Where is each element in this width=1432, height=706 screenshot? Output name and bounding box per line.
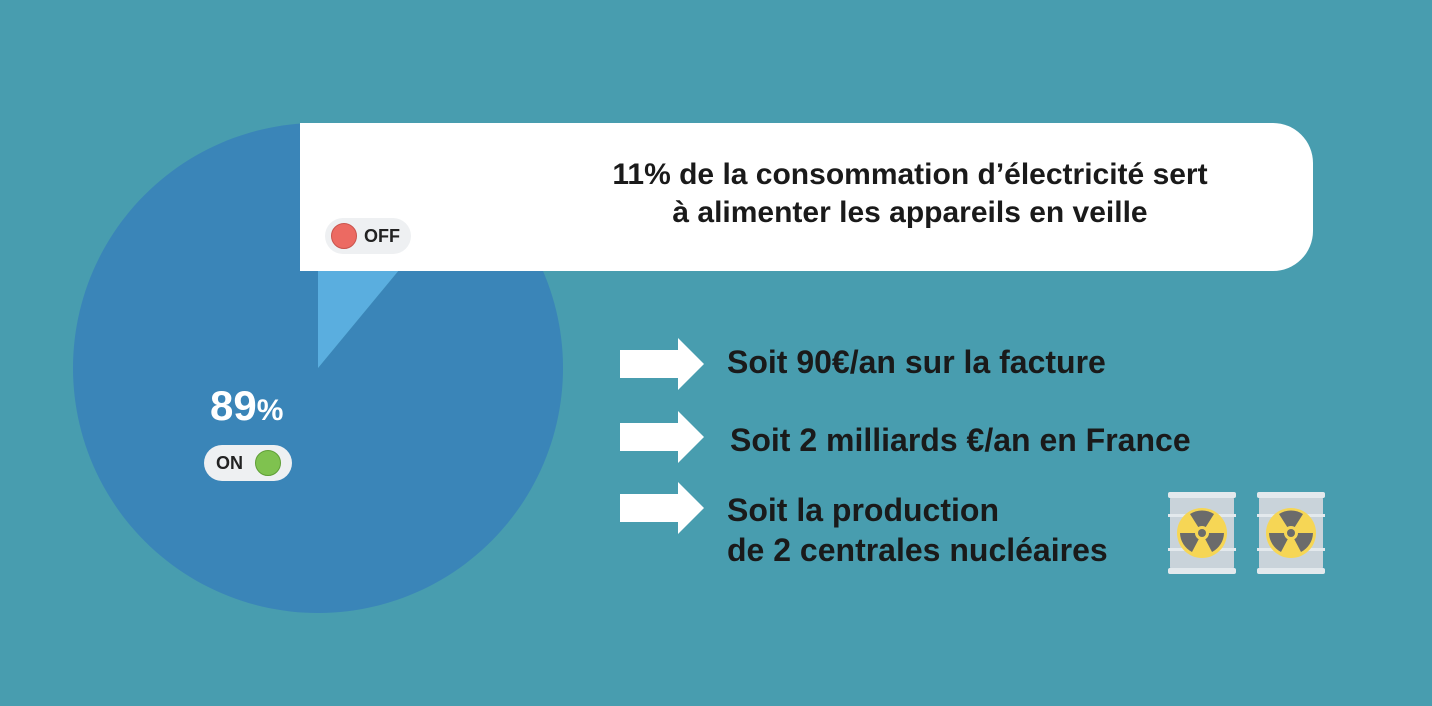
- callout-text: 11% de la consommation d’électricité ser…: [520, 156, 1300, 232]
- callout-line-1: 11% de la consommation d’électricité ser…: [612, 158, 1208, 191]
- fact-arrow-2: [620, 411, 704, 463]
- off-toggle-label: OFF: [364, 225, 400, 246]
- on-toggle: ON: [204, 445, 292, 481]
- fact-3-line-2: de 2 centrales nucléaires: [727, 532, 1108, 568]
- off-percent-label: 11%: [330, 158, 401, 207]
- fact-1: Soit 90€/an sur la facture: [727, 342, 1106, 382]
- fact-arrow-1: [620, 338, 704, 390]
- off-toggle: OFF: [325, 218, 411, 254]
- on-percent-label: 89%: [210, 384, 283, 433]
- callout-line-2: à alimenter les appareils en veille: [672, 196, 1148, 229]
- right-arrow-icon: [620, 411, 704, 463]
- callout-box: [300, 123, 1313, 271]
- on-toggle-label: ON: [216, 452, 243, 473]
- off-percent-symbol: %: [374, 168, 402, 201]
- on-indicator-icon: [255, 450, 281, 476]
- off-indicator-icon: [331, 223, 357, 249]
- fact-2: Soit 2 milliards €/an en France: [730, 420, 1191, 460]
- fact-3-line-1: Soit la production: [727, 492, 999, 528]
- on-percent-symbol: %: [256, 394, 284, 427]
- fact-arrow-3: [620, 482, 704, 534]
- right-arrow-icon: [620, 482, 704, 534]
- fact-1-line-1: Soit 90€/an sur la facture: [727, 344, 1106, 380]
- fact-2-line-1: Soit 2 milliards €/an en France: [730, 422, 1191, 458]
- fact-3: Soit la production de 2 centrales nucléa…: [727, 490, 1108, 570]
- right-arrow-icon: [620, 338, 704, 390]
- on-percent-number: 89: [210, 382, 257, 429]
- off-percent-number: 11: [330, 156, 375, 203]
- nuclear-barrel-icon: [1168, 492, 1236, 574]
- nuclear-barrel-icon: [1257, 492, 1325, 574]
